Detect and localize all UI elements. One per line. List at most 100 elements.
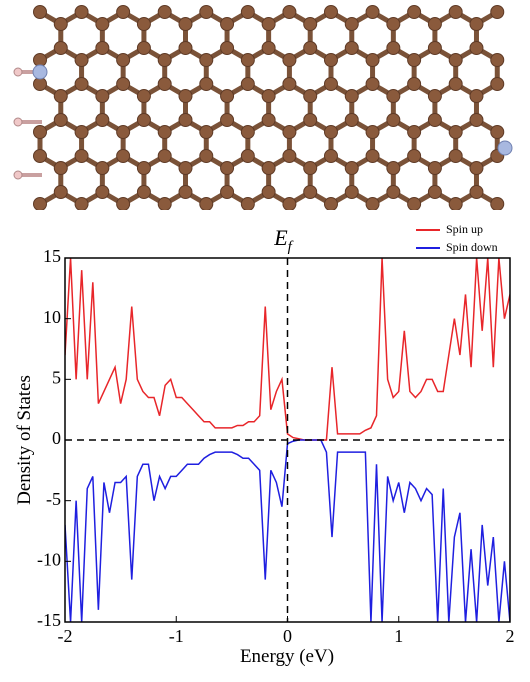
carbon-atom xyxy=(262,114,275,127)
y-tick-label: 0 xyxy=(52,428,61,448)
carbon-atom xyxy=(470,186,483,199)
carbon-atom xyxy=(449,6,462,19)
carbon-atom xyxy=(54,186,67,199)
carbon-atom xyxy=(158,198,171,211)
carbon-atom xyxy=(366,126,379,139)
carbon-atom xyxy=(366,6,379,19)
y-tick-label: -10 xyxy=(37,549,61,569)
carbon-atom xyxy=(158,126,171,139)
carbon-atom xyxy=(96,162,109,175)
carbon-atom xyxy=(34,150,47,163)
carbon-atom xyxy=(221,186,234,199)
carbon-atom xyxy=(75,126,88,139)
carbon-atom xyxy=(34,126,47,139)
carbon-atom xyxy=(324,6,337,19)
fermi-label: Ef xyxy=(273,225,293,255)
carbon-atom xyxy=(262,90,275,103)
carbon-atom xyxy=(158,6,171,19)
carbon-atom xyxy=(137,42,150,55)
carbon-atom xyxy=(54,114,67,127)
carbon-atom xyxy=(221,162,234,175)
carbon-atom xyxy=(96,186,109,199)
carbon-atom xyxy=(96,18,109,31)
hydrogen-atom xyxy=(14,171,22,179)
carbon-atom xyxy=(470,90,483,103)
carbon-atom xyxy=(324,54,337,67)
carbon-atom xyxy=(283,198,296,211)
carbon-atom xyxy=(34,6,47,19)
carbon-atom xyxy=(75,78,88,91)
carbon-atom xyxy=(345,114,358,127)
carbon-atom xyxy=(408,126,421,139)
carbon-atom xyxy=(449,150,462,163)
carbon-atom xyxy=(304,162,317,175)
carbon-atom xyxy=(283,126,296,139)
carbon-atom xyxy=(491,198,504,211)
x-tick-label: 0 xyxy=(283,626,292,646)
carbon-atom xyxy=(96,90,109,103)
carbon-atom xyxy=(491,6,504,19)
carbon-atom xyxy=(324,78,337,91)
carbon-atom xyxy=(428,18,441,31)
carbon-atom xyxy=(221,18,234,31)
figure: -2-1012-15-10-5051015Spin upSpin down Ef… xyxy=(0,0,530,677)
carbon-atom xyxy=(428,162,441,175)
carbon-atom xyxy=(366,78,379,91)
carbon-atom xyxy=(200,126,213,139)
carbon-atom xyxy=(241,6,254,19)
y-tick-label: 15 xyxy=(43,246,61,266)
carbon-atom xyxy=(387,114,400,127)
x-tick-label: -1 xyxy=(169,626,184,646)
carbon-atom xyxy=(387,90,400,103)
fermi-label-sub: f xyxy=(288,239,294,255)
carbon-atom xyxy=(449,78,462,91)
carbon-atom xyxy=(428,186,441,199)
carbon-atom xyxy=(428,90,441,103)
carbon-atom xyxy=(470,114,483,127)
carbon-atom xyxy=(283,78,296,91)
carbon-atom xyxy=(262,186,275,199)
carbon-atom xyxy=(304,18,317,31)
y-tick-label: 10 xyxy=(43,307,61,327)
carbon-atom xyxy=(283,6,296,19)
carbon-atom xyxy=(304,42,317,55)
carbon-atom xyxy=(345,18,358,31)
carbon-atom xyxy=(221,42,234,55)
carbon-atom xyxy=(75,198,88,211)
carbon-atom xyxy=(366,150,379,163)
carbon-atom xyxy=(34,198,47,211)
carbon-atom xyxy=(387,18,400,31)
carbon-atom xyxy=(408,150,421,163)
carbon-atom xyxy=(345,162,358,175)
nitrogen-atom xyxy=(498,141,512,155)
y-tick-label: -15 xyxy=(37,610,61,630)
carbon-atom xyxy=(449,198,462,211)
carbon-atom xyxy=(158,54,171,67)
carbon-atom xyxy=(241,126,254,139)
carbon-atom xyxy=(117,198,130,211)
carbon-atom xyxy=(200,150,213,163)
carbon-atom xyxy=(491,126,504,139)
carbon-atom xyxy=(179,114,192,127)
y-tick-label: 5 xyxy=(52,367,61,387)
carbon-atom xyxy=(387,186,400,199)
carbon-atom xyxy=(345,186,358,199)
y-tick-label: -5 xyxy=(46,489,61,509)
carbon-atom xyxy=(324,150,337,163)
carbon-atom xyxy=(75,54,88,67)
y-axis-label: Density of States xyxy=(14,375,35,505)
fermi-label-main: E xyxy=(273,225,288,250)
carbon-atom xyxy=(408,78,421,91)
x-axis-label: Energy (eV) xyxy=(240,646,334,667)
carbon-atom xyxy=(179,18,192,31)
carbon-atom xyxy=(449,54,462,67)
x-tick-label: 1 xyxy=(394,626,403,646)
carbon-atom xyxy=(54,18,67,31)
carbon-atom xyxy=(283,54,296,67)
carbon-atom xyxy=(221,114,234,127)
carbon-atom xyxy=(408,54,421,67)
carbon-atom xyxy=(158,78,171,91)
carbon-atom xyxy=(304,114,317,127)
carbon-atom xyxy=(241,78,254,91)
